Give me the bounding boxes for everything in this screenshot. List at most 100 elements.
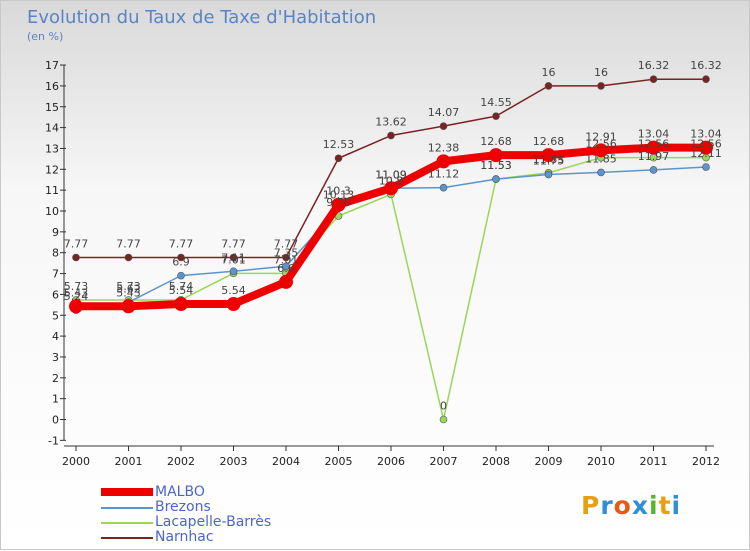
data-label-brezons: 11.75 xyxy=(533,155,565,168)
x-tick-label: 2006 xyxy=(377,455,405,468)
legend-swatch xyxy=(101,522,153,524)
data-point-malbo xyxy=(331,197,346,212)
data-label-brezons: 11.97 xyxy=(638,150,670,163)
data-label-narnhac: 16 xyxy=(542,66,556,79)
data-point-narnhac xyxy=(72,253,80,262)
data-point-malbo xyxy=(594,143,608,158)
data-point-malbo xyxy=(646,140,661,155)
y-tick-label: 6 xyxy=(52,288,59,301)
data-label-malbo: 12.38 xyxy=(428,141,460,154)
data-point-malbo xyxy=(69,299,83,314)
data-label-lacapelle-barr-s: 11.83 xyxy=(533,153,565,166)
data-point-brezons xyxy=(649,166,658,174)
y-tick-label: 13 xyxy=(45,142,59,155)
data-label-narnhac: 14.07 xyxy=(428,106,460,119)
logo-letter: r xyxy=(600,491,614,520)
data-point-brezons xyxy=(702,163,710,171)
y-tick-label: 3 xyxy=(52,351,59,364)
data-point-narnhac xyxy=(492,112,500,120)
chart-subtitle: (en %) xyxy=(27,30,64,43)
data-label-lacapelle-barr-s: 5.73 xyxy=(116,280,141,293)
x-tick-label: 2007 xyxy=(430,455,458,468)
data-point-narnhac xyxy=(124,253,133,262)
data-point-narnhac xyxy=(387,131,395,140)
logo-letter: x xyxy=(631,491,649,520)
data-label-lacapelle-barr-s: 12.56 xyxy=(638,138,670,151)
legend-label: Narnhac xyxy=(155,529,214,545)
data-label-brezons: 12.11 xyxy=(690,147,722,160)
data-point-narnhac xyxy=(649,75,658,84)
data-label-narnhac: 7.77 xyxy=(169,237,194,250)
data-label-brezons: 11.53 xyxy=(480,159,512,172)
x-tick-label: 2011 xyxy=(640,455,668,468)
y-tick-label: 0 xyxy=(52,414,59,427)
legend-swatch xyxy=(101,488,153,496)
data-point-narnhac xyxy=(439,122,448,130)
data-label-malbo: 6.6 xyxy=(277,262,295,275)
data-point-malbo xyxy=(174,296,188,311)
data-label-narnhac: 16.32 xyxy=(690,59,722,72)
data-label-malbo: 11.09 xyxy=(375,168,407,181)
logo-letter: t xyxy=(658,491,672,520)
data-point-narnhac xyxy=(229,253,238,262)
data-point-brezons xyxy=(282,262,290,271)
y-tick-label: 14 xyxy=(45,122,59,135)
data-point-malbo xyxy=(121,299,136,314)
data-label-malbo: 12.91 xyxy=(585,130,617,143)
data-point-brezons xyxy=(544,170,553,179)
x-tick-label: 2004 xyxy=(272,455,300,468)
data-label-narnhac: 7.77 xyxy=(221,237,246,250)
data-label-narnhac: 7.77 xyxy=(116,237,141,250)
data-label-lacapelle-barr-s: 7.01 xyxy=(274,253,299,266)
data-point-brezons xyxy=(597,168,605,177)
y-tick-label: 15 xyxy=(45,101,59,114)
data-label-malbo: 12.68 xyxy=(533,135,565,148)
x-tick-label: 2000 xyxy=(62,455,90,468)
data-label-brezons: 5.62 xyxy=(116,282,141,295)
data-label-lacapelle-barr-s: 12.56 xyxy=(585,138,617,151)
data-point-malbo xyxy=(541,148,556,163)
data-label-lacapelle-barr-s: 7.01 xyxy=(221,253,246,266)
proxiti-logo: Proxiti xyxy=(581,491,681,520)
x-tick-label: 2003 xyxy=(220,455,248,468)
data-label-malbo: 10.3 xyxy=(326,185,351,198)
data-label-lacapelle-barr-s: 0 xyxy=(440,400,447,413)
logo-letter: i xyxy=(649,491,659,520)
x-tick-label: 2001 xyxy=(115,455,143,468)
y-tick-label: 11 xyxy=(45,184,59,197)
x-tick-label: 2008 xyxy=(482,455,510,468)
data-point-narnhac xyxy=(544,82,553,90)
data-point-malbo xyxy=(699,140,713,155)
y-tick-label: 4 xyxy=(52,330,59,343)
legend-label: Brezons xyxy=(155,499,211,515)
data-label-malbo: 5.54 xyxy=(221,284,246,297)
chart-title: Evolution du Taux de Taxe d'Habitation xyxy=(27,7,377,28)
data-point-narnhac xyxy=(177,253,185,262)
y-tick-label: 16 xyxy=(45,80,59,93)
data-label-narnhac: 7.77 xyxy=(274,237,299,250)
data-label-malbo: 5.43 xyxy=(116,286,141,299)
y-tick-label: 12 xyxy=(45,163,59,176)
data-label-malbo: 5.54 xyxy=(169,284,194,297)
data-label-lacapelle-barr-s: 9.76 xyxy=(326,196,351,209)
data-label-lacapelle-barr-s: 5.74 xyxy=(169,280,194,293)
data-label-brezons: 5.24 xyxy=(64,290,89,303)
data-label-narnhac: 16.32 xyxy=(638,59,670,72)
data-point-narnhac xyxy=(597,82,605,90)
data-label-malbo: 5.43 xyxy=(64,286,89,299)
legend-swatch xyxy=(101,507,153,509)
data-point-narnhac xyxy=(282,253,290,262)
data-label-narnhac: 16 xyxy=(594,66,608,79)
data-label-brezons: 11.85 xyxy=(585,152,617,165)
legend-label: Lacapelle-Barrès xyxy=(155,514,272,530)
data-point-malbo xyxy=(384,181,398,196)
logo-letter: i xyxy=(671,491,682,520)
data-point-brezons xyxy=(439,183,448,192)
y-tick-label: 5 xyxy=(52,309,59,322)
data-label-lacapelle-barr-s: 5.73 xyxy=(64,280,89,293)
data-point-malbo xyxy=(489,148,503,163)
data-label-brezons: 7.35 xyxy=(274,246,299,259)
data-point-malbo xyxy=(279,274,293,289)
